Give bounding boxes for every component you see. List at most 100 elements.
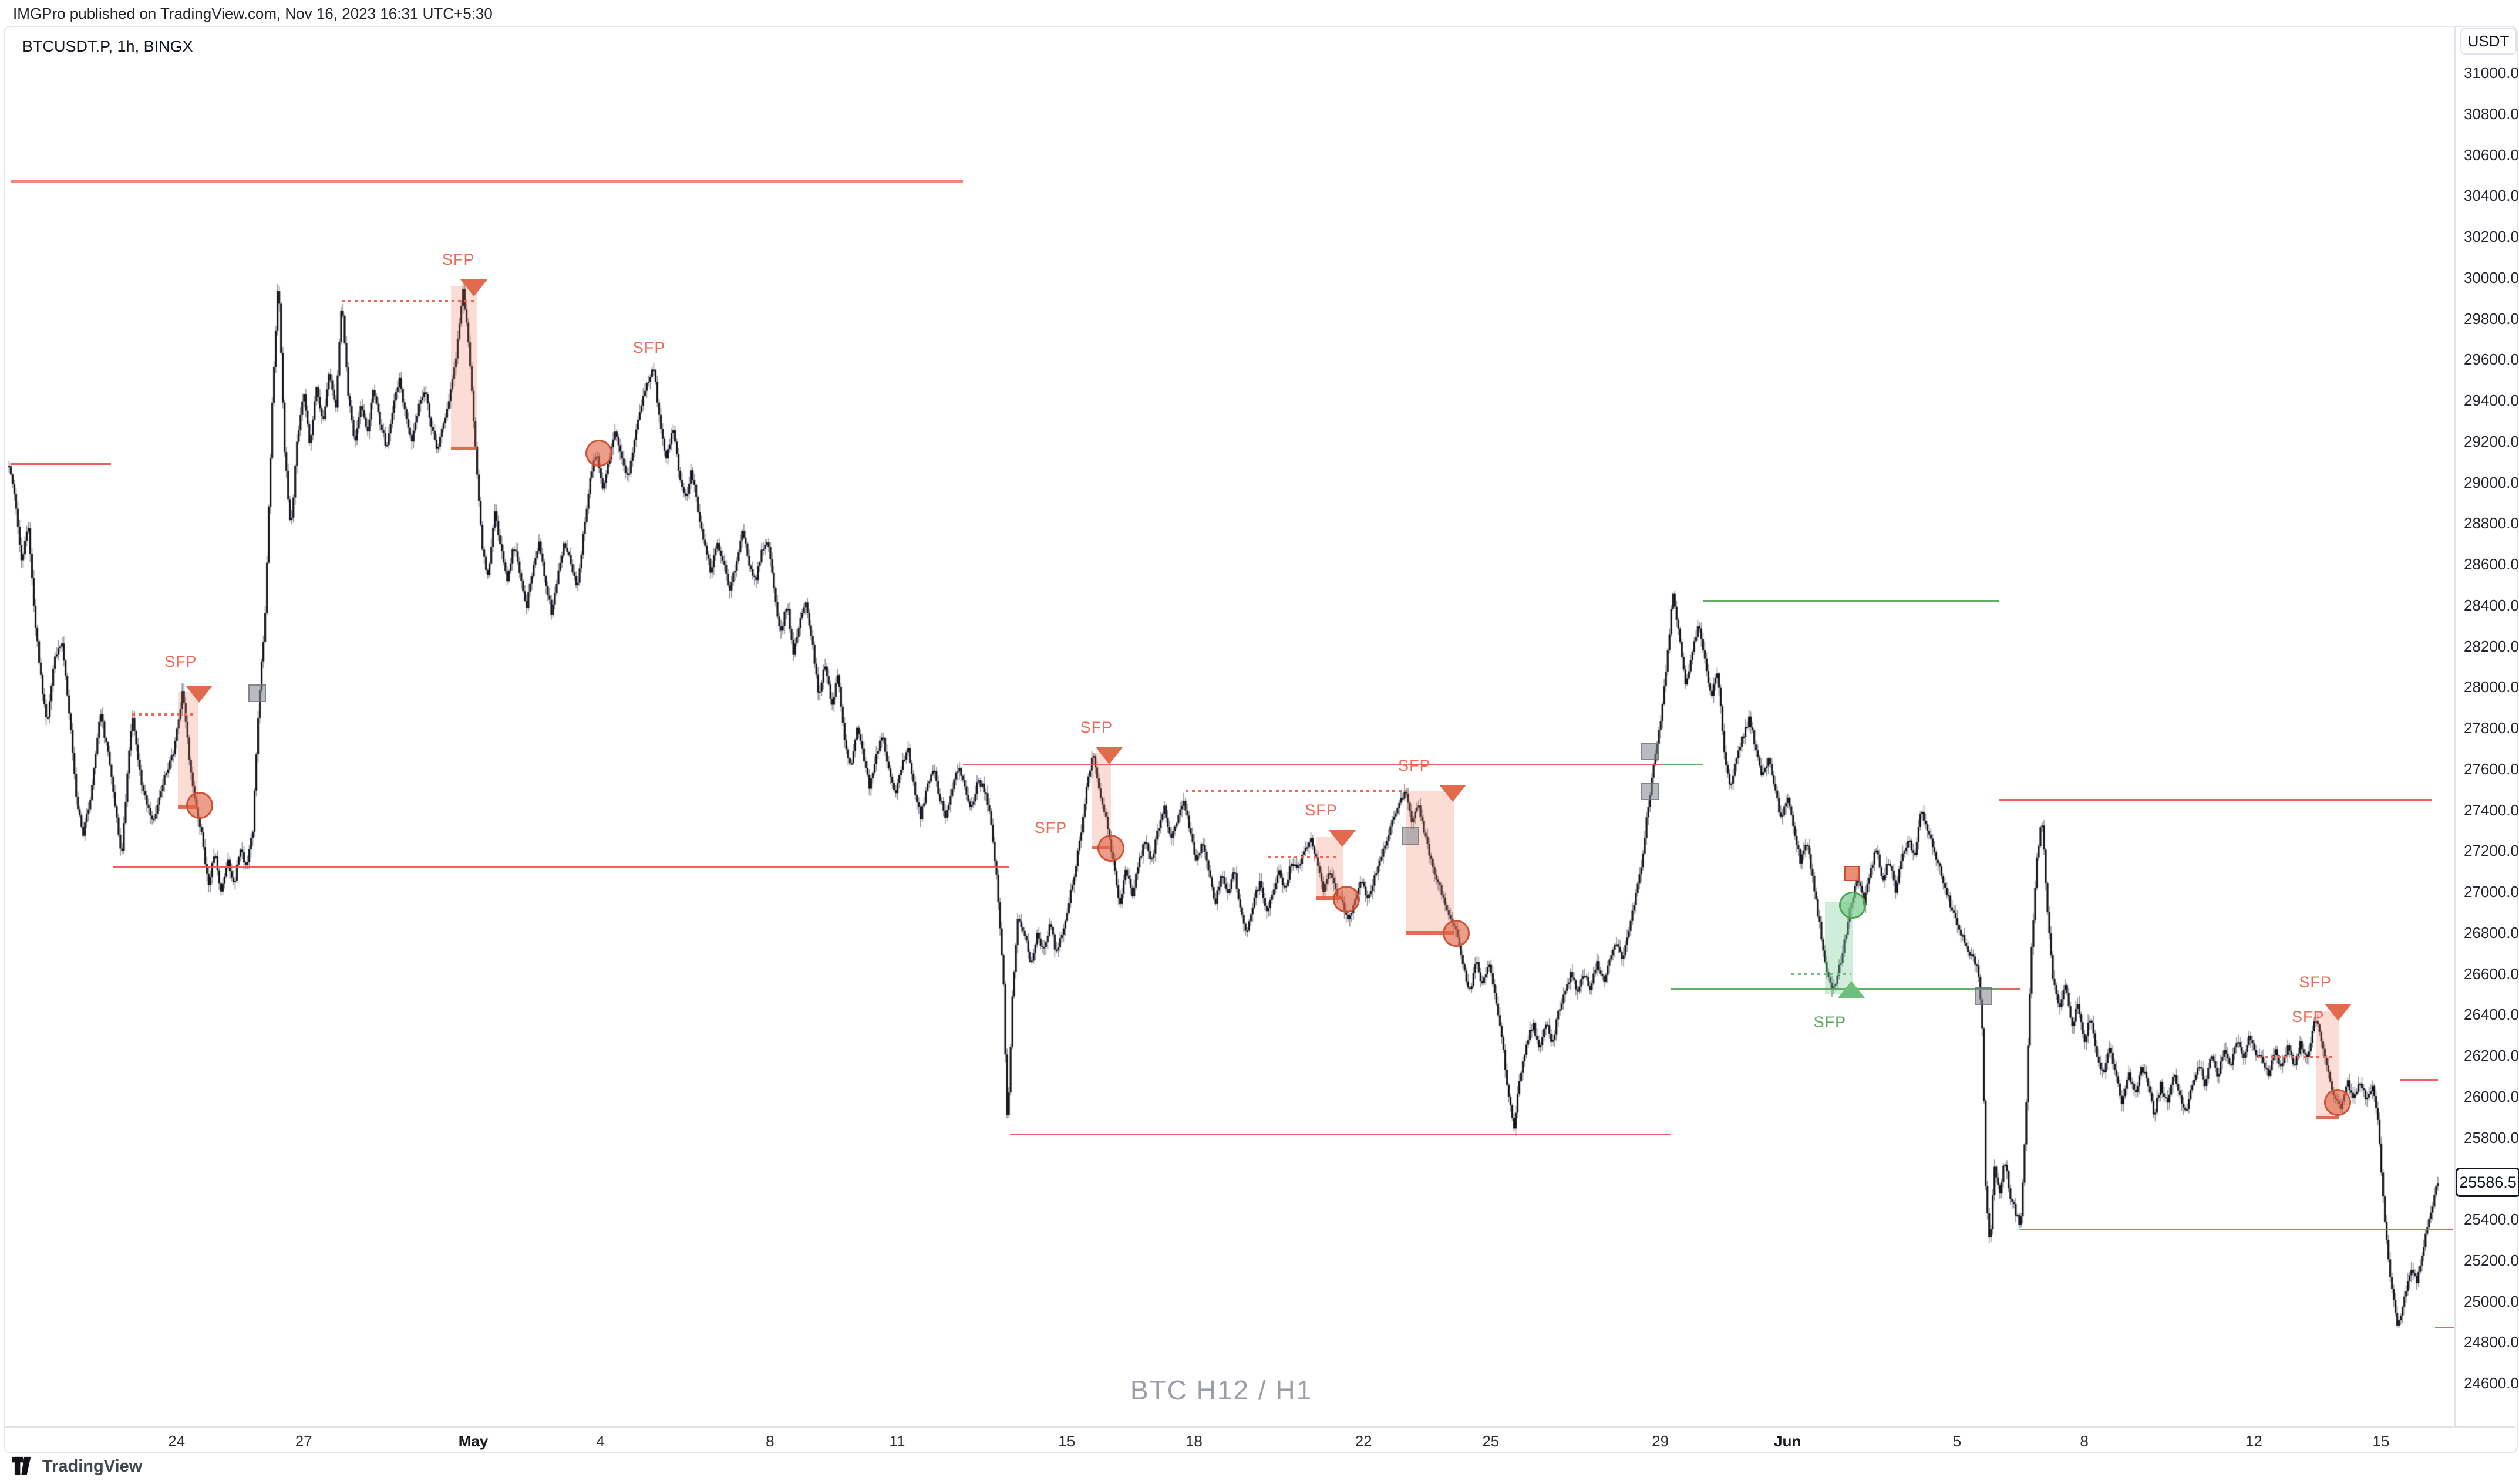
price-tick-label: 29000.0: [2464, 473, 2519, 491]
sfp-zone-apr25[interactable]: [178, 692, 198, 810]
sfp-zone-may01[interactable]: [450, 286, 478, 451]
time-tick-label: 18: [1185, 1432, 1203, 1450]
price-tick-label: 24600.0: [2464, 1374, 2519, 1392]
dotted-connector-line[interactable]: [2258, 1056, 2337, 1059]
tradingview-brand-text: TradingView: [42, 1456, 143, 1476]
dotted-connector-line[interactable]: [1268, 855, 1339, 858]
sfp-circle-marker[interactable]: [1442, 919, 1470, 947]
sfp-label: SFP: [1813, 1013, 1847, 1031]
sfp-label: SFP: [164, 653, 197, 671]
gray-square-marker[interactable]: [1641, 783, 1659, 801]
sfp-triangle-down-icon[interactable]: [1329, 830, 1356, 848]
time-tick-label: May: [458, 1432, 489, 1450]
horizontal-level-line[interactable]: [2400, 1079, 2439, 1081]
sfp-label: SFP: [2292, 1008, 2325, 1026]
price-tick-label: 30400.0: [2464, 187, 2519, 205]
price-tick-label: 26600.0: [2464, 964, 2519, 983]
price-tick-label: 25800.0: [2464, 1128, 2519, 1146]
sfp-circle-marker[interactable]: [1097, 835, 1124, 862]
horizontal-level-line[interactable]: [113, 866, 1009, 868]
time-tick-label: 22: [1355, 1432, 1372, 1450]
zone-bottom-edge: [450, 447, 478, 451]
horizontal-level-line[interactable]: [962, 764, 1661, 766]
price-tick-label: 25200.0: [2464, 1251, 2519, 1269]
dotted-connector-line[interactable]: [1185, 790, 1407, 793]
time-tick-label: 4: [596, 1432, 605, 1450]
time-tick-label: 15: [1058, 1432, 1076, 1450]
horizontal-level-line[interactable]: [1660, 764, 1703, 766]
sfp-label: SFP: [1398, 756, 1431, 774]
sfp-circle-marker[interactable]: [585, 439, 612, 467]
zone-bottom-edge: [1406, 930, 1454, 935]
time-tick-label: 29: [1652, 1432, 1669, 1450]
time-tick-label: 12: [2245, 1432, 2262, 1450]
sfp-circle-marker[interactable]: [186, 792, 214, 819]
sfp-label: SFP: [632, 339, 666, 357]
sfp-circle-marker[interactable]: [2324, 1088, 2352, 1116]
symbol-legend[interactable]: BTCUSDT.P, 1h, BINGX: [22, 38, 193, 55]
sfp-label: SFP: [1305, 801, 1338, 819]
price-tick-label: 28600.0: [2464, 555, 2519, 573]
sfp-triangle-down-icon[interactable]: [1439, 785, 1466, 802]
price-tick-label: 26000.0: [2464, 1087, 2519, 1105]
price-tick-label: 29800.0: [2464, 309, 2519, 328]
sfp-triangle-up-icon[interactable]: [1837, 980, 1865, 998]
price-tick-label: 30000.0: [2464, 268, 2519, 286]
sfp-triangle-down-icon[interactable]: [1096, 747, 1123, 765]
price-tick-label: 28000.0: [2464, 678, 2519, 696]
dotted-connector-line[interactable]: [342, 299, 476, 302]
sfp-circle-marker[interactable]: [1838, 891, 1866, 919]
horizontal-level-line[interactable]: [1671, 988, 1999, 990]
horizontal-level-line[interactable]: [2020, 1228, 2453, 1230]
price-tick-label: 27000.0: [2464, 883, 2519, 900]
zone-bottom-edge: [2316, 1116, 2339, 1120]
sfp-triangle-down-icon[interactable]: [460, 279, 487, 297]
price-tick-label: 29600.0: [2464, 350, 2519, 369]
horizontal-level-line[interactable]: [1998, 988, 2021, 990]
gray-square-marker[interactable]: [248, 684, 266, 702]
price-tick-label: 28400.0: [2464, 596, 2519, 614]
sfp-zone-may23[interactable]: [1406, 791, 1454, 935]
sfp-label: SFP: [2299, 973, 2332, 991]
dotted-connector-line[interactable]: [132, 713, 194, 716]
price-tick-label: 29400.0: [2464, 392, 2519, 409]
time-axis-separator: [4, 1426, 2515, 1428]
sfp-zone-may15[interactable]: [1092, 753, 1111, 850]
horizontal-level-line[interactable]: [1010, 1133, 1671, 1135]
price-tick-label: 25400.0: [2464, 1210, 2519, 1228]
horizontal-level-line[interactable]: [11, 180, 963, 183]
horizontal-level-line[interactable]: [1999, 798, 2432, 801]
sfp-triangle-down-icon[interactable]: [185, 686, 213, 703]
price-axis[interactable]: 31000.0 30800.0 30600.0 30400.0 30200.0 30000…: [2454, 26, 2519, 1426]
price-tick-label: 27800.0: [2464, 719, 2519, 737]
horizontal-level-line[interactable]: [11, 463, 111, 465]
sfp-label: SFP: [1080, 719, 1113, 736]
price-tick-label: 27200.0: [2464, 842, 2519, 860]
time-tick-label: 15: [2372, 1432, 2390, 1450]
price-tick-label: 28200.0: [2464, 637, 2519, 655]
orange-square-marker[interactable]: [1844, 865, 1860, 881]
time-tick-label: 8: [766, 1432, 774, 1450]
time-axis[interactable]: 24 27 May 4 8 11 15 18 22 25 29 Jun 5 8 12 15: [0, 1430, 2519, 1450]
last-price-badge: 25586.5: [2456, 1168, 2519, 1197]
time-tick-label: 24: [168, 1432, 186, 1450]
price-tick-label: 31000.0: [2464, 64, 2519, 82]
gray-square-marker[interactable]: [1641, 743, 1659, 761]
price-tick-label: 30200.0: [2464, 228, 2519, 245]
gray-square-marker[interactable]: [1974, 987, 1992, 1005]
horizontal-level-line[interactable]: [1702, 599, 2000, 602]
price-tick-label: 24800.0: [2464, 1333, 2519, 1351]
dotted-connector-line[interactable]: [1791, 972, 1851, 975]
currency-unit-badge: USDT: [2460, 28, 2517, 55]
sfp-circle-marker[interactable]: [1332, 885, 1360, 913]
gray-square-marker[interactable]: [1401, 827, 1419, 845]
sfp-triangle-down-icon[interactable]: [2325, 1004, 2352, 1021]
price-tick-label: 29200.0: [2464, 432, 2519, 450]
sfp-label: SFP: [1034, 818, 1067, 837]
time-tick-label: Jun: [1774, 1432, 1801, 1450]
horizontal-level-line[interactable]: [2435, 1327, 2454, 1329]
tradingview-footer[interactable]: TradingView: [12, 1455, 142, 1478]
price-tick-label: 25000.0: [2464, 1292, 2519, 1310]
